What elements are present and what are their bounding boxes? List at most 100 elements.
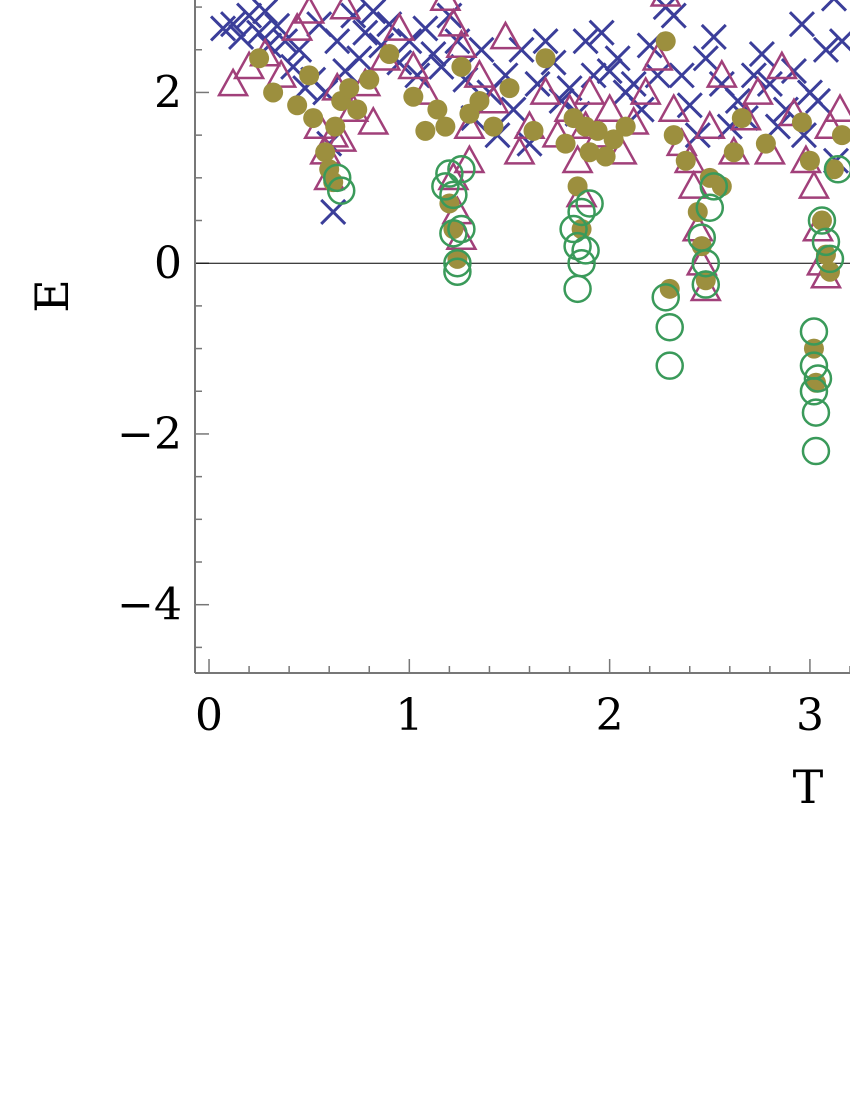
open-circle-point bbox=[443, 257, 472, 286]
triangle-point bbox=[593, 92, 626, 122]
open-circle-point bbox=[563, 274, 592, 304]
open-circle-point bbox=[567, 197, 596, 227]
filled-circle-point bbox=[435, 116, 456, 137]
triangle-point bbox=[397, 50, 430, 80]
open-circle-point bbox=[695, 193, 725, 222]
y-axis-title: E bbox=[25, 279, 79, 313]
filled-circle-point bbox=[315, 142, 336, 163]
filled-circle-point bbox=[663, 125, 684, 146]
filled-circle-point bbox=[567, 176, 588, 197]
open-circle-point bbox=[691, 248, 721, 278]
open-circle-point bbox=[699, 172, 729, 201]
filled-circle-point bbox=[831, 125, 850, 146]
filled-circle-point bbox=[299, 65, 320, 86]
triangle-point bbox=[657, 92, 690, 122]
filled-circle-point bbox=[579, 142, 600, 163]
cross-point bbox=[420, 40, 447, 68]
cross-point bbox=[252, 0, 279, 25]
series-filled-circle bbox=[249, 31, 850, 393]
triangle-point bbox=[629, 75, 662, 105]
triangle-point bbox=[453, 110, 486, 140]
cross-point bbox=[604, 45, 631, 72]
triangle-point bbox=[357, 105, 390, 135]
filled-circle-point bbox=[499, 78, 520, 99]
data-points bbox=[209, 0, 850, 466]
filled-circle-point bbox=[791, 112, 812, 133]
triangle-point bbox=[693, 110, 726, 140]
open-circle-point bbox=[811, 227, 841, 257]
open-circle-point bbox=[815, 244, 845, 274]
triangle-point bbox=[445, 28, 478, 58]
y-tick-label: −4 bbox=[117, 580, 182, 631]
open-circle-point bbox=[807, 206, 837, 235]
cross-point bbox=[620, 70, 647, 97]
cross-point bbox=[412, 15, 439, 42]
cross-point bbox=[700, 23, 727, 51]
cross-point bbox=[228, 23, 255, 51]
x-axis-title: T bbox=[793, 760, 824, 814]
cross-point bbox=[396, 28, 423, 55]
filled-circle-point bbox=[691, 236, 712, 257]
x-tick-label: 0 bbox=[195, 690, 223, 741]
cross-point bbox=[286, 36, 313, 63]
triangle-point bbox=[281, 11, 314, 41]
filled-circle-point bbox=[451, 56, 472, 77]
triangle-point bbox=[649, 0, 682, 7]
triangle-point bbox=[216, 67, 250, 97]
x-tick-label: 3 bbox=[796, 690, 824, 741]
cross-point bbox=[340, 2, 367, 29]
cross-point bbox=[352, 19, 379, 46]
y-tick-label: 2 bbox=[154, 67, 182, 118]
triangle-point bbox=[797, 169, 831, 199]
open-circle-point bbox=[799, 317, 829, 346]
filled-circle-point bbox=[263, 82, 284, 103]
triangle-point bbox=[293, 0, 326, 24]
filled-circle-point bbox=[587, 120, 608, 141]
cross-point bbox=[780, 58, 807, 85]
cross-point bbox=[668, 62, 695, 89]
open-circle-point bbox=[439, 180, 468, 210]
filled-circle-point bbox=[415, 120, 436, 141]
filled-circle-point bbox=[403, 86, 424, 107]
triangle-point bbox=[705, 58, 738, 88]
open-circle-point bbox=[651, 283, 680, 312]
open-circle-point bbox=[803, 364, 833, 393]
cross-point bbox=[532, 28, 559, 55]
triangle-point bbox=[489, 20, 522, 50]
cross-point bbox=[360, 0, 387, 25]
triangle-point bbox=[325, 122, 358, 152]
triangle-point bbox=[529, 75, 562, 105]
series-open-circle bbox=[322, 155, 850, 466]
cross-point bbox=[676, 92, 703, 119]
filled-circle-point bbox=[325, 116, 346, 137]
filled-circle-point bbox=[379, 44, 400, 65]
filled-circle-point bbox=[595, 146, 616, 167]
triangle-point bbox=[605, 135, 638, 165]
open-circle-point bbox=[823, 155, 850, 184]
cross-point bbox=[508, 36, 535, 63]
open-circle-point bbox=[443, 248, 472, 278]
cross-point bbox=[588, 19, 615, 46]
cross-point bbox=[748, 40, 775, 68]
filled-circle-point bbox=[469, 90, 490, 111]
cross-point bbox=[500, 96, 527, 123]
filled-circle-point bbox=[303, 108, 324, 129]
filled-circle-point bbox=[711, 176, 732, 197]
open-circle-point bbox=[571, 236, 600, 265]
filled-circle-point bbox=[675, 150, 696, 171]
filled-circle-point bbox=[339, 78, 360, 99]
open-circle-point bbox=[801, 398, 831, 427]
triangle-point bbox=[329, 0, 362, 20]
open-circle-point bbox=[799, 377, 829, 406]
filled-circle-point bbox=[755, 133, 776, 154]
open-circle-point bbox=[435, 159, 464, 188]
open-circle-point bbox=[447, 214, 476, 244]
cross-point bbox=[428, 53, 455, 80]
cross-point bbox=[236, 2, 263, 29]
cross-point bbox=[219, 11, 247, 38]
cross-point bbox=[556, 75, 583, 102]
triangle-point bbox=[823, 92, 850, 122]
open-circle-point bbox=[567, 248, 596, 278]
cross-point bbox=[346, 45, 373, 72]
triangle-point bbox=[573, 75, 606, 105]
